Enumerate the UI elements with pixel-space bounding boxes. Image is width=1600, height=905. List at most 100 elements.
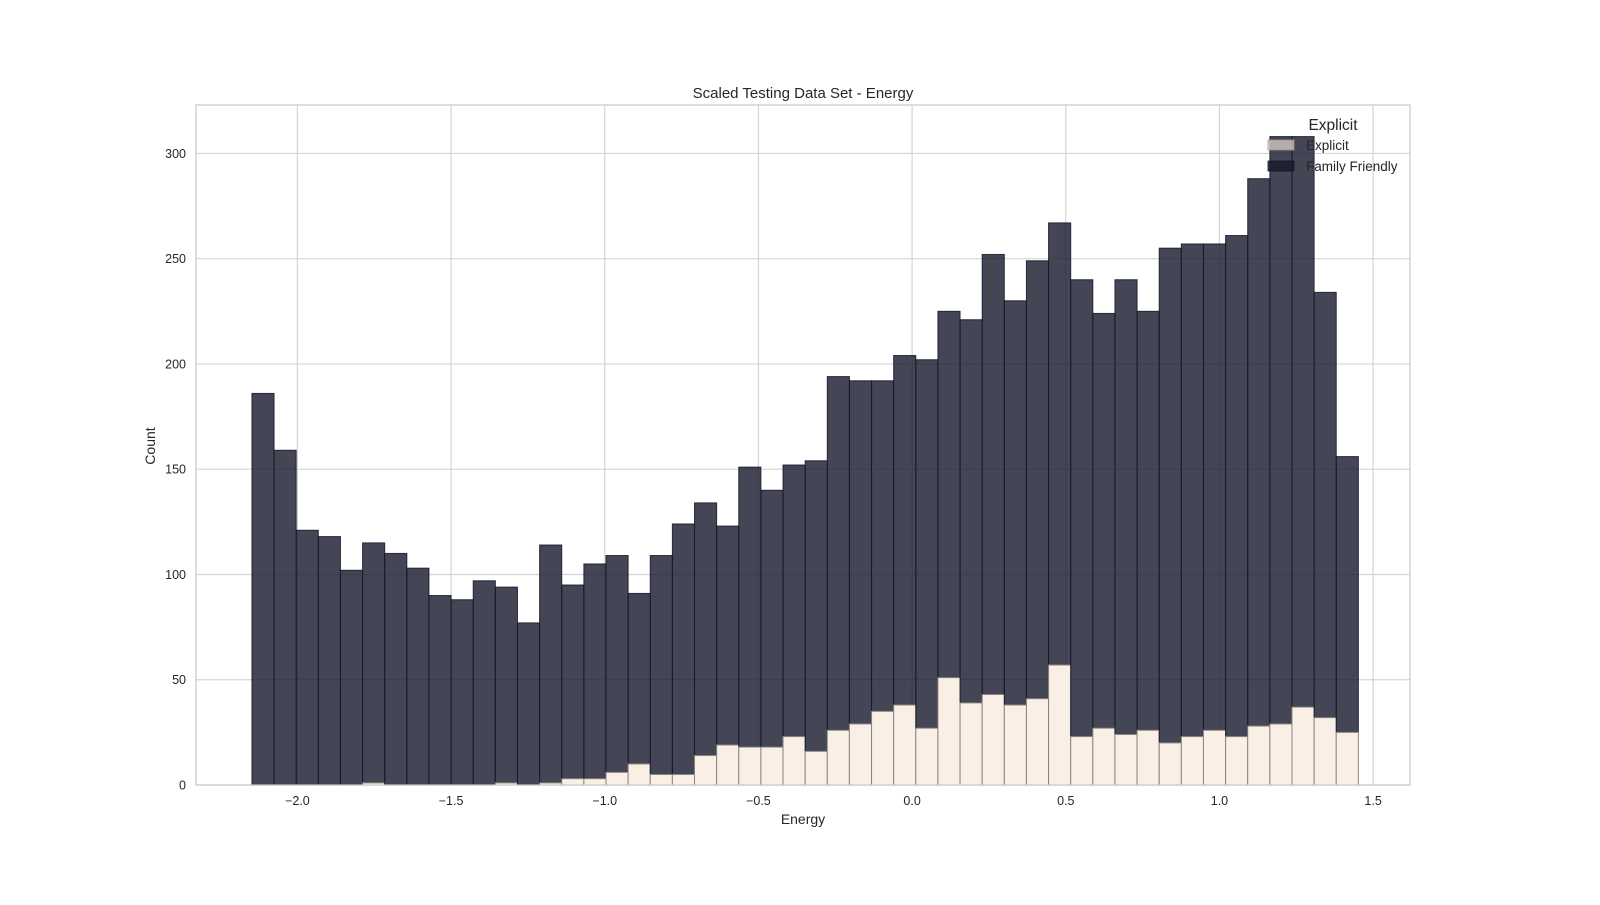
bar-family-friendly — [937, 310, 961, 679]
bar-explicit — [561, 778, 585, 786]
bar-explicit — [959, 702, 983, 786]
bar-explicit — [1313, 717, 1337, 786]
y-tick-label: 0 — [179, 779, 186, 793]
bar-explicit — [1180, 736, 1204, 786]
bar-family-friendly — [627, 592, 651, 765]
bar-family-friendly — [1335, 456, 1359, 733]
bar-explicit — [1048, 664, 1072, 786]
bar-family-friendly — [848, 380, 873, 725]
bar-explicit — [1247, 725, 1271, 786]
bar-family-friendly — [716, 525, 740, 746]
axis-ticks: −2.0 −1.5 −1.0 −0.5 0.0 0.5 1.0 1.5 0 50 100 150 200… — [165, 147, 1382, 808]
x-tick-label: −0.5 — [746, 794, 771, 808]
bar-family-friendly — [1158, 247, 1182, 744]
bar-explicit — [1202, 729, 1227, 786]
bar-explicit — [1269, 723, 1293, 786]
y-tick-label: 250 — [165, 252, 186, 266]
x-tick-label: −1.0 — [592, 794, 617, 808]
bar-family-friendly — [539, 544, 563, 784]
histogram-bars — [251, 136, 1359, 786]
bar-explicit — [1335, 731, 1359, 786]
bar-family-friendly — [605, 555, 629, 773]
plot-frame — [195, 104, 1411, 786]
x-tick-label: 1.5 — [1364, 794, 1381, 808]
y-tick-label: 200 — [165, 357, 186, 371]
bar-explicit — [1025, 698, 1050, 786]
bar-family-friendly — [295, 529, 319, 786]
legend-swatch-explicit — [1267, 139, 1295, 151]
bar-explicit — [804, 750, 828, 786]
bar-family-friendly — [472, 580, 496, 786]
y-tick-label: 50 — [172, 673, 186, 687]
bar-family-friendly — [428, 595, 452, 786]
bar-family-friendly — [583, 563, 607, 780]
bar-explicit — [1291, 706, 1315, 786]
legend: Explicit Explicit Family Friendly — [1267, 117, 1398, 174]
bar-family-friendly — [1313, 291, 1337, 719]
y-tick-label: 150 — [165, 463, 186, 477]
x-tick-label: 0.0 — [903, 794, 920, 808]
bar-explicit — [649, 773, 673, 786]
bar-family-friendly — [273, 449, 297, 786]
bar-family-friendly — [826, 376, 850, 731]
bar-family-friendly — [782, 464, 806, 738]
bar-explicit — [738, 746, 762, 786]
bar-family-friendly — [1048, 222, 1072, 666]
bar-family-friendly — [450, 599, 474, 786]
bar-explicit — [1225, 736, 1249, 786]
bar-family-friendly — [561, 584, 585, 780]
bar-explicit — [826, 729, 850, 786]
x-tick-label: 1.0 — [1211, 794, 1228, 808]
bar-family-friendly — [671, 523, 696, 775]
bar-family-friendly — [915, 359, 939, 729]
bar-explicit — [915, 727, 939, 786]
bar-explicit — [1136, 729, 1160, 786]
bar-explicit — [583, 778, 607, 786]
bar-explicit — [627, 763, 651, 786]
y-tick-label: 300 — [165, 147, 186, 161]
bar-family-friendly — [406, 567, 430, 786]
bar-family-friendly — [981, 253, 1005, 695]
bar-family-friendly — [804, 460, 828, 752]
bar-explicit — [782, 736, 806, 786]
bar-family-friendly — [384, 552, 408, 786]
bar-family-friendly — [494, 586, 518, 784]
bar-explicit — [694, 755, 718, 786]
bar-explicit — [893, 704, 917, 786]
bar-family-friendly — [1136, 310, 1160, 731]
bar-explicit — [981, 693, 1005, 786]
bar-explicit — [760, 746, 784, 786]
bar-explicit — [1158, 742, 1182, 786]
bar-family-friendly — [1003, 300, 1027, 706]
bar-family-friendly — [1269, 136, 1293, 725]
bar-explicit — [848, 723, 873, 786]
legend-title: Explicit — [1308, 117, 1358, 134]
bar-explicit — [1003, 704, 1027, 786]
bar-family-friendly — [959, 319, 983, 704]
bar-family-friendly — [1202, 243, 1227, 731]
legend-swatch-family-friendly — [1267, 160, 1295, 172]
bar-family-friendly — [1092, 312, 1116, 729]
bar-family-friendly — [649, 555, 673, 775]
bar-explicit — [1070, 736, 1094, 786]
bar-family-friendly — [1225, 235, 1249, 738]
legend-label-family-friendly: Family Friendly — [1306, 159, 1398, 174]
bar-explicit — [937, 677, 961, 786]
x-tick-label: −2.0 — [285, 794, 310, 808]
bar-family-friendly — [251, 392, 275, 786]
bar-family-friendly — [738, 466, 762, 748]
bar-explicit — [1114, 733, 1138, 786]
bar-family-friendly — [1070, 279, 1094, 738]
bar-explicit — [716, 744, 740, 786]
bar-family-friendly — [760, 489, 784, 748]
y-axis-label: Count — [142, 427, 158, 464]
x-axis-label: Energy — [781, 811, 825, 827]
bar-explicit — [671, 773, 696, 786]
bar-family-friendly — [1247, 178, 1271, 727]
legend-label-explicit: Explicit — [1306, 138, 1349, 153]
chart-title: Scaled Testing Data Set - Energy — [693, 85, 914, 102]
bar-explicit — [605, 771, 629, 786]
y-tick-label: 100 — [165, 568, 186, 582]
